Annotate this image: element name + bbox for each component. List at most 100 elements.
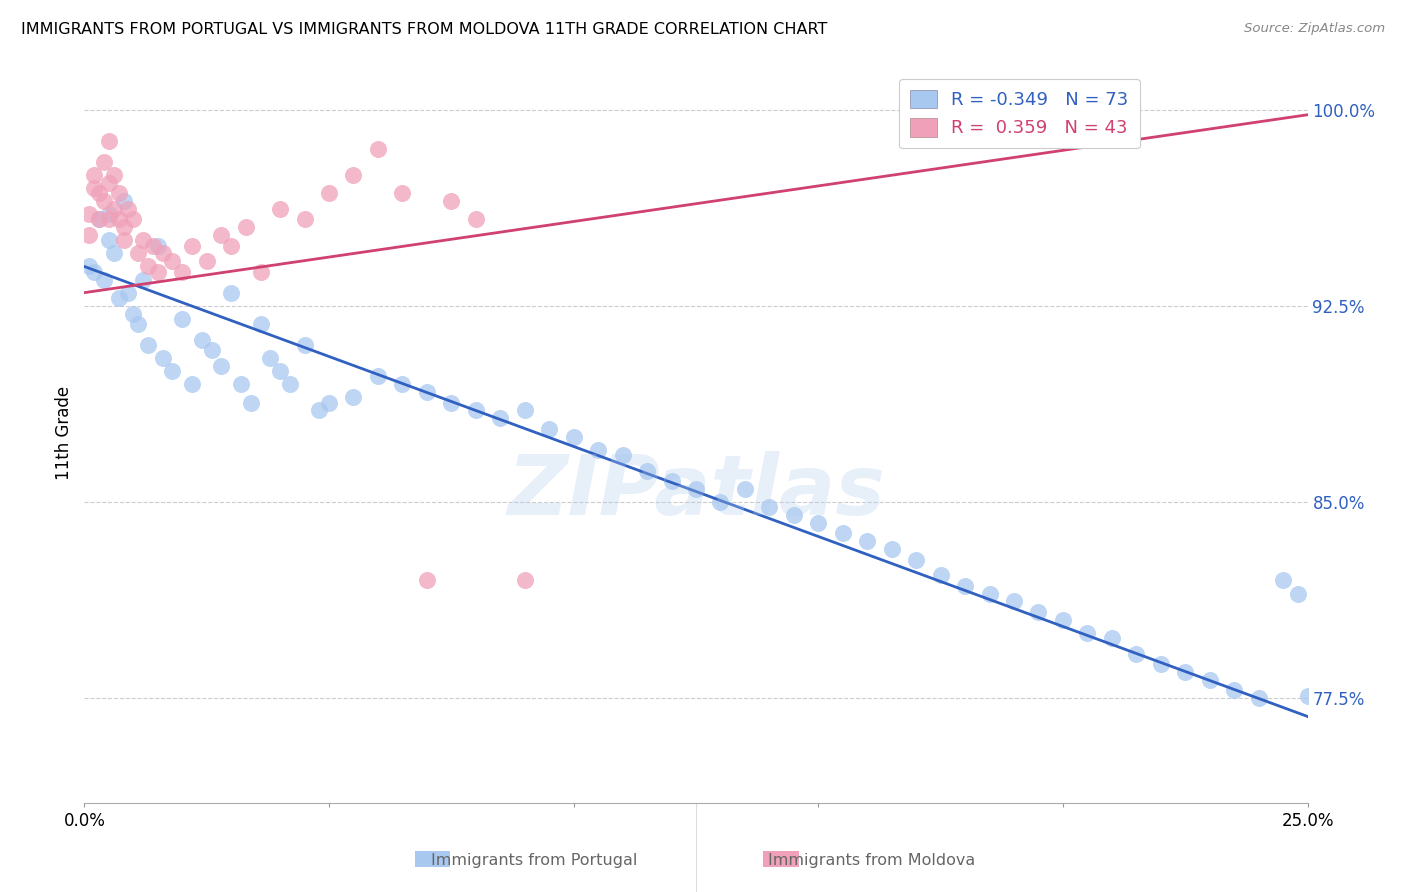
Point	[586, 442, 609, 457]
Point	[929, 568, 952, 582]
Point	[152, 246, 174, 260]
Point	[162, 364, 184, 378]
Point	[107, 212, 129, 227]
Point	[1247, 691, 1270, 706]
Point	[97, 212, 120, 227]
Point	[103, 246, 125, 260]
Point	[1052, 613, 1074, 627]
Point	[464, 212, 486, 227]
Point	[200, 343, 222, 358]
Point	[132, 272, 155, 286]
Point	[440, 194, 463, 208]
Point	[77, 228, 100, 243]
Point	[905, 552, 928, 566]
Point	[1028, 605, 1050, 619]
Point	[112, 233, 135, 247]
Point	[235, 220, 257, 235]
Point	[1150, 657, 1173, 672]
Point	[107, 186, 129, 201]
Point	[122, 212, 145, 227]
Text: ZIPatlas: ZIPatlas	[508, 451, 884, 533]
Point	[146, 238, 169, 252]
Point	[661, 474, 683, 488]
Point	[219, 285, 242, 300]
Point	[807, 516, 830, 530]
Point	[1272, 574, 1295, 588]
Point	[249, 317, 271, 331]
Point	[856, 534, 879, 549]
Point	[209, 228, 232, 243]
Point	[87, 212, 110, 227]
Point	[107, 291, 129, 305]
Point	[77, 260, 100, 274]
Point	[1101, 631, 1123, 645]
Text: IMMIGRANTS FROM PORTUGAL VS IMMIGRANTS FROM MOLDOVA 11TH GRADE CORRELATION CHART: IMMIGRANTS FROM PORTUGAL VS IMMIGRANTS F…	[21, 22, 828, 37]
Point	[127, 317, 149, 331]
Point	[367, 369, 389, 384]
Point	[440, 395, 463, 409]
Point	[132, 233, 155, 247]
Point	[195, 254, 218, 268]
Point	[308, 403, 330, 417]
Point	[278, 377, 301, 392]
Point	[269, 364, 291, 378]
Point	[97, 207, 120, 221]
Point	[1223, 683, 1246, 698]
Point	[83, 181, 105, 195]
Point	[162, 254, 184, 268]
Point	[97, 176, 120, 190]
Text: Immigrants from Portugal: Immigrants from Portugal	[432, 854, 637, 868]
Point	[117, 285, 139, 300]
Point	[342, 168, 364, 182]
Point	[953, 579, 976, 593]
Point	[636, 464, 658, 478]
Point	[229, 377, 252, 392]
Point	[83, 265, 105, 279]
Point	[146, 265, 169, 279]
Point	[685, 482, 707, 496]
Point	[464, 403, 486, 417]
Point	[489, 411, 512, 425]
Point	[209, 359, 232, 373]
Point	[367, 142, 389, 156]
Point	[122, 307, 145, 321]
Point	[142, 238, 165, 252]
Point	[97, 134, 120, 148]
Point	[538, 422, 561, 436]
Legend: R = -0.349   N = 73, R =  0.359   N = 43: R = -0.349 N = 73, R = 0.359 N = 43	[898, 78, 1139, 148]
Point	[87, 186, 110, 201]
Point	[93, 154, 115, 169]
Point	[219, 238, 242, 252]
Point	[93, 272, 115, 286]
Point	[1286, 586, 1309, 600]
Text: Source: ZipAtlas.com: Source: ZipAtlas.com	[1244, 22, 1385, 36]
Point	[880, 542, 903, 557]
Point	[416, 385, 439, 400]
Point	[1076, 625, 1098, 640]
Point	[249, 265, 271, 279]
Point	[612, 448, 634, 462]
Point	[1174, 665, 1197, 679]
Point	[239, 395, 262, 409]
Point	[391, 377, 413, 392]
Point	[318, 186, 340, 201]
Point	[513, 574, 536, 588]
Point	[342, 390, 364, 404]
Point	[83, 168, 105, 182]
Point	[103, 168, 125, 182]
Point	[1296, 689, 1319, 703]
Point	[87, 212, 110, 227]
Point	[77, 207, 100, 221]
Point	[758, 500, 780, 515]
Point	[112, 220, 135, 235]
Point	[294, 212, 316, 227]
Point	[172, 265, 194, 279]
Point	[1198, 673, 1220, 687]
Point	[152, 351, 174, 365]
Point	[513, 403, 536, 417]
Point	[734, 482, 756, 496]
Point	[136, 338, 159, 352]
Point	[1002, 594, 1025, 608]
Point	[318, 395, 340, 409]
Point	[127, 246, 149, 260]
